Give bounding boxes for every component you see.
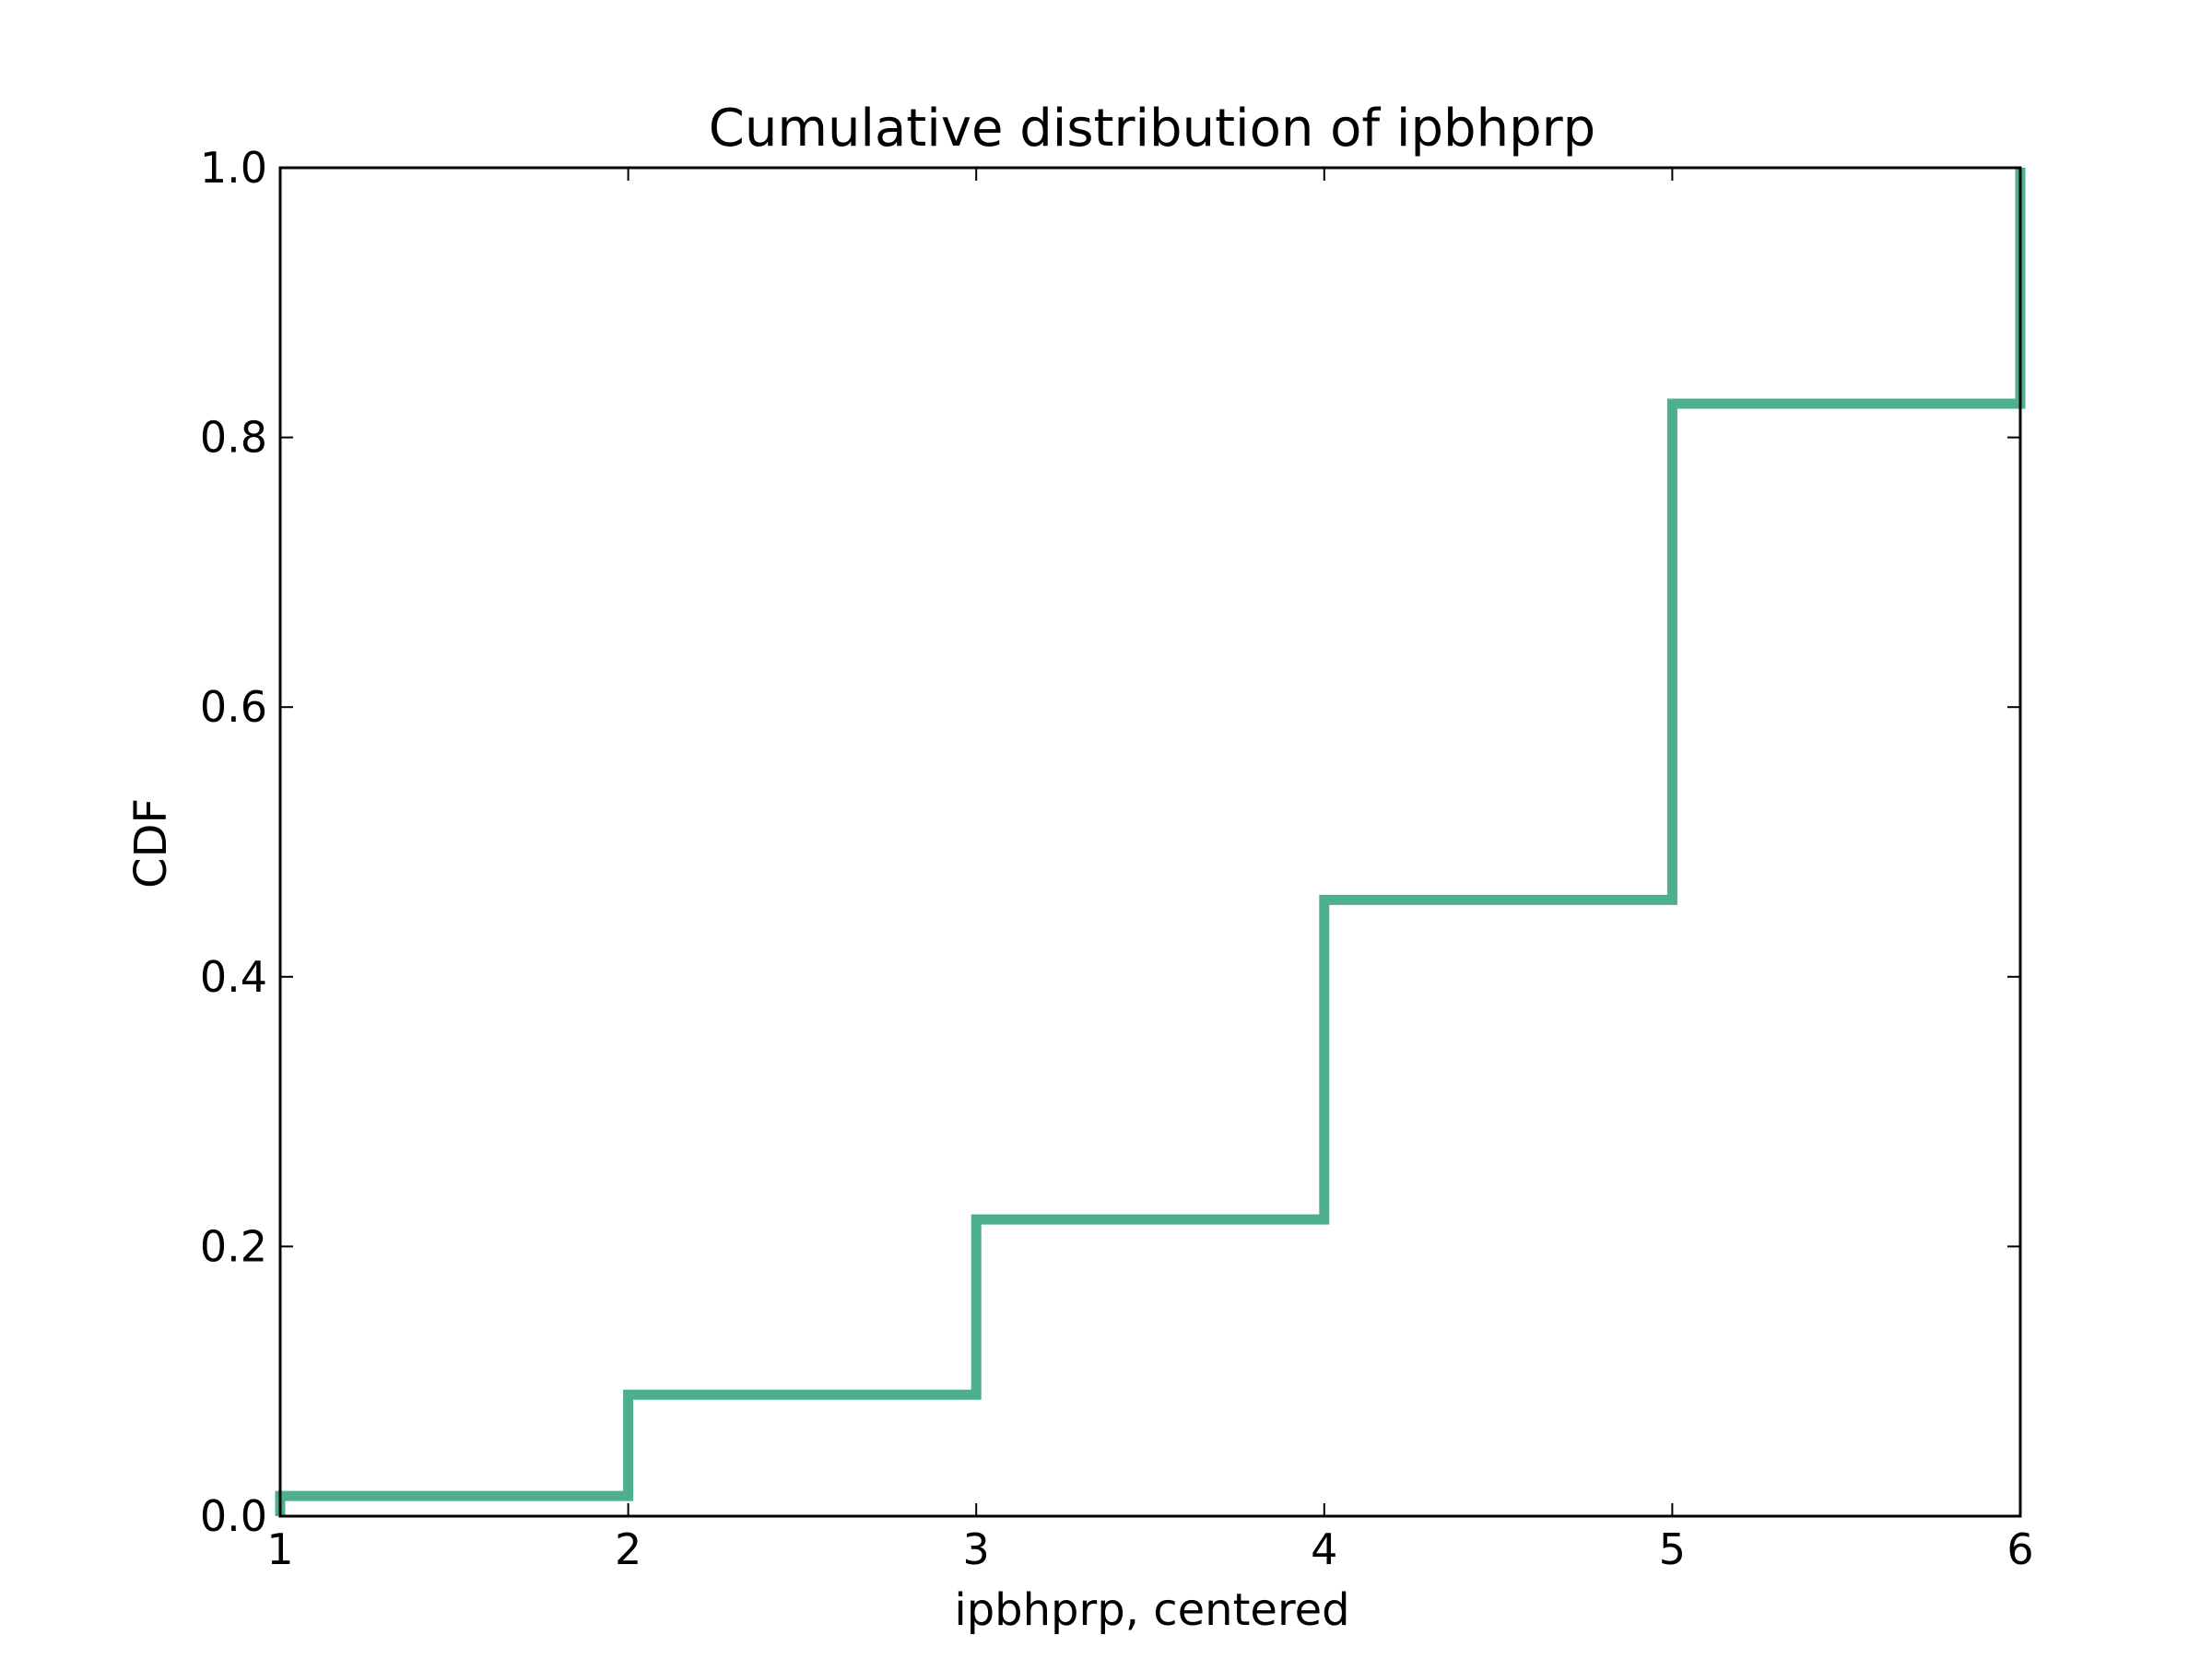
y-tick-label: 0.4 bbox=[200, 952, 267, 1002]
y-tick-label: 0.0 bbox=[200, 1491, 267, 1541]
x-tick-label: 1 bbox=[266, 1524, 293, 1574]
plot-area bbox=[275, 166, 2026, 1518]
y-axis-label: CDF bbox=[125, 798, 177, 888]
x-tick-label: 2 bbox=[615, 1524, 641, 1574]
x-tick-label: 3 bbox=[963, 1524, 990, 1574]
y-tick-label: 0.8 bbox=[200, 413, 267, 463]
y-tick-label: 1.0 bbox=[200, 143, 267, 193]
x-axis: 1 2 3 4 5 6 bbox=[266, 168, 2034, 1574]
x-tick-label: 5 bbox=[1659, 1524, 1686, 1574]
y-tick-label: 0.2 bbox=[200, 1221, 267, 1271]
plot-frame bbox=[278, 166, 2022, 1518]
x-tick-label: 6 bbox=[2006, 1524, 2033, 1574]
y-tick-label: 0.6 bbox=[200, 682, 267, 732]
chart-title: Cumulative distribution of ipbhprp bbox=[709, 99, 1595, 159]
x-tick-label: 4 bbox=[1311, 1524, 1337, 1574]
y-axis: 0.0 0.2 0.4 0.6 0.8 1.0 bbox=[200, 143, 2020, 1541]
cdf-series-line-0 bbox=[275, 168, 2026, 1516]
x-axis-label: ipbhprp, centered bbox=[954, 1584, 1349, 1636]
